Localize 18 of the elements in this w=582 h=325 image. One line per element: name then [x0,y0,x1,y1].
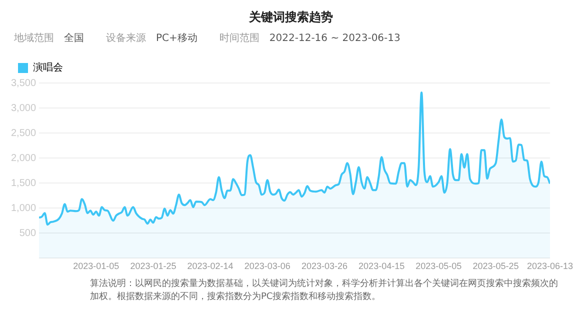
x-tick-label: 2023-04-15 [358,261,405,272]
text: 全国 [64,33,84,44]
text: 地域范围 [14,33,54,44]
x-tick-label: 2023-01-05 [73,261,120,272]
x-tick-label: 2023-03-06 [244,261,290,272]
text: 算法说明：以网民的搜索量为数据基础，以关键词为统计对象，科学分析并计算出各个关键词在网页搜索中搜索频次的加权。根据数据来源的不同，搜索指数分为PC搜索指数和移动搜索指数。 [89,278,559,304]
text: 2022-12-16 ~ 2023-06-13 [269,33,400,44]
text: 设备来源 [106,33,146,44]
chart-title: 关键词搜索趋势 [248,9,334,26]
x-tick-label: 2023-03-26 [301,261,348,272]
x-tick-label: 2023-02-14 [187,261,234,272]
text: 时间范围 [219,33,260,44]
x-tick-label: 2023-05-05 [416,261,462,272]
x-tick-label: 2023-05-25 [472,261,519,272]
text: PC+移动 [156,33,198,44]
x-tick-label: 2023-06-13 [526,261,574,272]
legend-label: 演唱会 [33,62,63,74]
x-tick-label: 2023-01-25 [130,261,176,272]
